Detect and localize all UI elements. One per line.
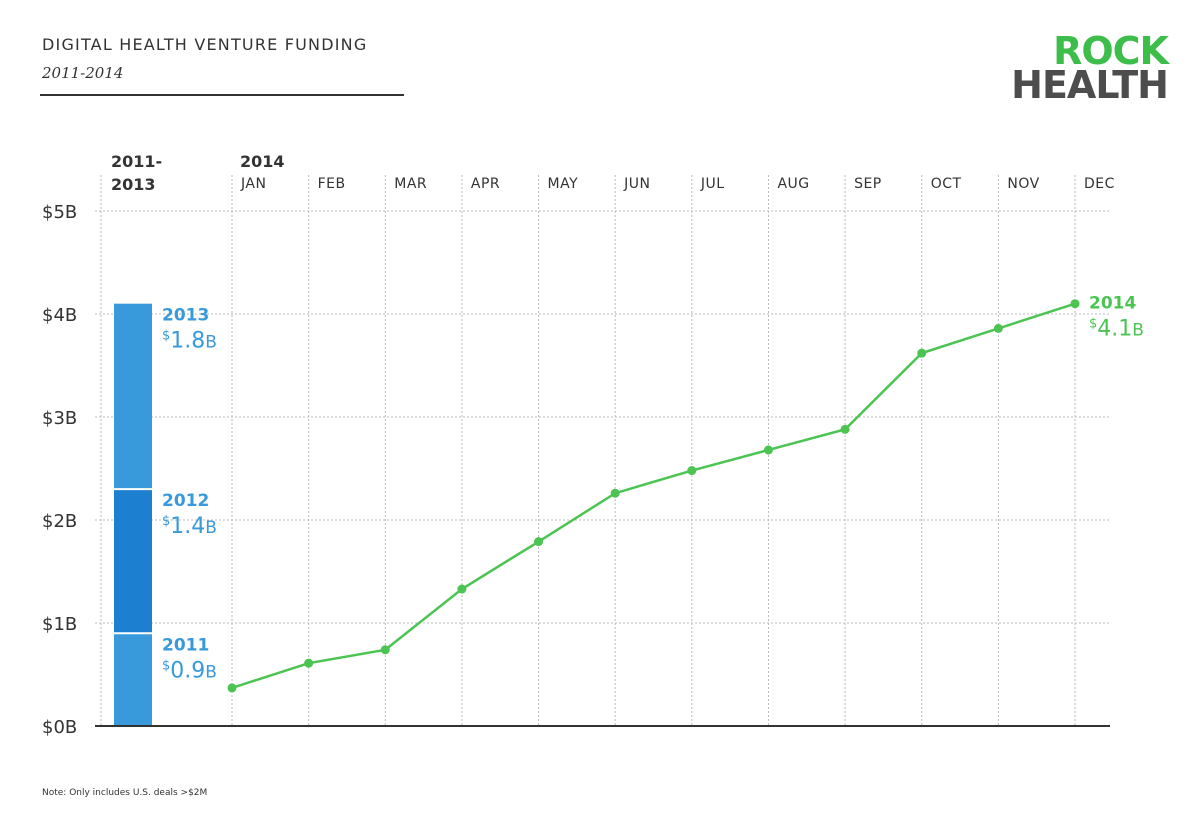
x-tick-label: APR (471, 176, 500, 192)
data-point-aug (763, 445, 773, 455)
line-series-2014 (231, 302, 1076, 690)
y-tick-label: $1B (42, 614, 77, 635)
stack-header-line-2: 2013 (111, 175, 156, 194)
y-tick-label: $3B (42, 408, 77, 429)
x-tick-label: MAR (394, 176, 427, 192)
x-tick-label: JUN (623, 176, 650, 192)
logo-line-1: ROCK (1053, 29, 1169, 73)
data-point-sep (840, 424, 850, 434)
y-tick-label: $5B (42, 202, 77, 223)
x-tick-label: JAN (240, 176, 266, 192)
data-point-may (534, 537, 544, 547)
x-tick-label: SEP (854, 176, 882, 192)
data-point-nov (993, 323, 1003, 333)
bar-label-year: 2013 (162, 306, 209, 326)
bar-label-year: 2011 (162, 635, 209, 655)
logo-line-2: HEALTH (1011, 63, 1169, 107)
x-tick-label: JUL (700, 176, 725, 192)
data-point-oct (917, 348, 927, 358)
line-end-label-value: $4.1B (1089, 317, 1144, 342)
bar-label-value: $1.4B (162, 514, 217, 539)
data-point-apr (457, 584, 467, 594)
title-underline (40, 94, 404, 96)
x-tick-label: NOV (1007, 176, 1039, 192)
line-end-label-year: 2014 (1089, 294, 1136, 314)
x-tick-label: AUG (777, 176, 809, 192)
chart-subtitle: 2011-2014 (42, 64, 124, 82)
bar-segment-2011 (114, 633, 152, 726)
y-tick-label: $0B (42, 717, 77, 738)
data-point-jan (227, 683, 237, 693)
data-point-dec (1070, 299, 1080, 309)
rock-health-logo: ROCK HEALTH (1011, 29, 1169, 107)
x-tick-label: FEB (318, 176, 346, 192)
bar-label-value: $1.8B (162, 329, 217, 354)
data-point-mar (380, 645, 390, 655)
line-header-year: 2014 (240, 152, 285, 171)
bar-label-value: $0.9B (162, 658, 217, 683)
chart-title: DIGITAL HEALTH VENTURE FUNDING (42, 35, 368, 54)
data-point-feb (304, 658, 314, 668)
x-tick-label: OCT (931, 176, 962, 192)
x-tick-label: DEC (1084, 176, 1115, 192)
data-point-jun (610, 488, 620, 498)
stack-header-line-1: 2011- (111, 152, 162, 171)
bar-label-year: 2012 (162, 491, 209, 511)
y-tick-label: $4B (42, 305, 77, 326)
bar-segment-2013 (114, 303, 152, 490)
bar-segment-2012 (114, 489, 152, 634)
footnote: Note: Only includes U.S. deals >$2M (42, 788, 208, 798)
y-tick-label: $2B (42, 511, 77, 532)
data-point-jul (687, 466, 697, 476)
x-tick-label: MAY (548, 176, 579, 192)
